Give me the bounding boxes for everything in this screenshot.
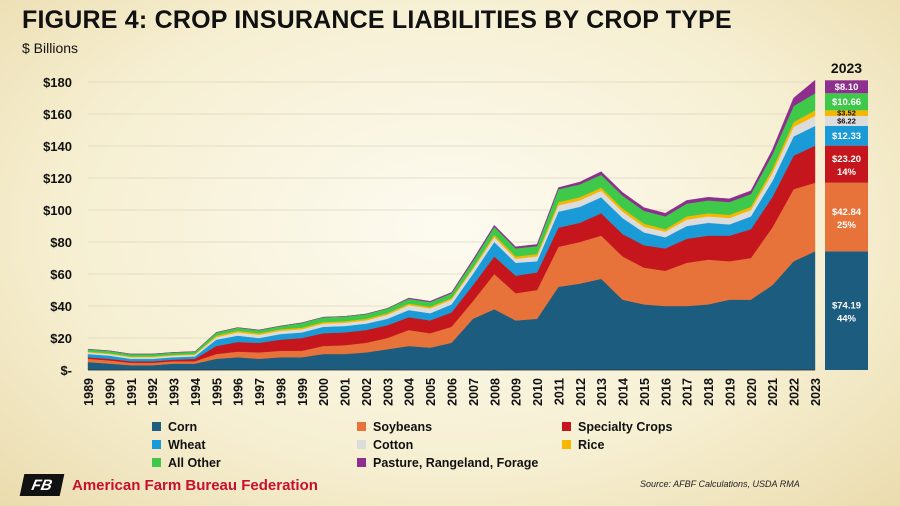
legend-swatch: [357, 422, 366, 431]
x-tick-label: 2017: [681, 378, 695, 406]
x-tick-label: 1998: [274, 378, 288, 406]
chart-legend: Corn Soybeans Specialty Crops Wheat Cotton Ri…: [152, 418, 712, 471]
x-tick-label: 2008: [488, 378, 502, 406]
organization-name: American Farm Bureau Federation: [72, 476, 318, 494]
x-tick-label: 1994: [189, 378, 203, 406]
legend-item: Soybeans: [357, 418, 562, 435]
x-tick-label: 1990: [103, 378, 117, 406]
x-tick-label: 2023: [809, 378, 823, 406]
afbf-logo: FB American Farm Bureau Federation: [19, 474, 318, 496]
legend-label: Wheat: [168, 437, 206, 452]
x-tick-label: 2021: [766, 378, 780, 406]
x-tick-label: 2014: [617, 378, 631, 406]
side-bar-segment: [825, 115, 868, 126]
y-tick-label: $120: [43, 171, 72, 186]
x-tick-label: 1999: [296, 378, 310, 406]
legend-label: Pasture, Rangeland, Forage: [373, 455, 539, 470]
x-tick-label: 2002: [360, 378, 374, 406]
x-tick-label: 2005: [424, 378, 438, 406]
x-tick-label: 2011: [552, 378, 566, 405]
y-tick-label: $80: [50, 235, 72, 250]
legend-item: Cotton: [357, 436, 562, 453]
x-tick-label: 2000: [317, 378, 331, 406]
side-bar-year: 2023: [831, 60, 862, 76]
y-tick-label: $40: [50, 299, 72, 314]
side-bar-value-label: $42.84: [832, 207, 862, 218]
side-bar-value-label: $8.10: [835, 82, 859, 93]
side-bar-value-label: $3.52: [837, 109, 856, 118]
x-tick-label: 2007: [467, 378, 481, 406]
x-tick-label: 2009: [510, 378, 524, 406]
x-tick-label: 1996: [232, 378, 246, 406]
legend-swatch: [357, 440, 366, 449]
legend-label: Specialty Crops: [578, 419, 673, 434]
x-tick-label: 2003: [381, 378, 395, 406]
x-tick-label: 2015: [638, 378, 652, 406]
side-bar-segment: [825, 110, 868, 116]
side-bar-value-label: $23.20: [832, 154, 861, 165]
legend-item: Corn: [152, 418, 357, 435]
legend-swatch: [152, 440, 161, 449]
x-tick-label: 1995: [210, 378, 224, 406]
y-tick-label: $-: [60, 363, 72, 378]
x-tick-label: 2010: [531, 378, 545, 406]
legend-swatch: [152, 458, 161, 467]
chart-title: FIGURE 4: CROP INSURANCE LIABILITIES BY …: [22, 6, 732, 34]
legend-item: Pasture, Rangeland, Forage: [357, 454, 562, 471]
y-tick-label: $180: [43, 75, 72, 90]
legend-item: Rice: [562, 436, 712, 453]
x-tick-label: 2016: [659, 378, 673, 406]
legend-label: Soybeans: [373, 419, 433, 434]
legend-label: Corn: [168, 419, 198, 434]
source-note: Source: AFBF Calculations, USDA RMA: [640, 479, 800, 489]
side-bar-value-label: $10.66: [832, 97, 861, 108]
x-tick-label: 2012: [574, 378, 588, 406]
side-bar-pct-label: 25%: [837, 220, 857, 231]
x-tick-label: 1992: [146, 378, 160, 406]
side-bar-segment: [825, 80, 868, 94]
side-bar-value-label: $6.22: [837, 116, 856, 125]
side-bar-segment: [825, 251, 868, 370]
legend-label: Rice: [578, 437, 605, 452]
x-tick-label: 1993: [168, 378, 182, 406]
legend-label: Cotton: [373, 437, 414, 452]
x-tick-label: 2019: [723, 378, 737, 406]
legend-item: All Other: [152, 454, 357, 471]
y-axis-unit-label: $ Billions: [22, 40, 79, 56]
x-tick-label: 2018: [702, 378, 716, 406]
x-tick-label: 2020: [745, 378, 759, 406]
x-tick-label: 1997: [253, 378, 267, 406]
y-tick-label: $160: [43, 107, 72, 122]
fb-logo-mark: FB: [19, 474, 65, 496]
side-bar-pct-label: 14%: [837, 167, 857, 178]
y-tick-label: $100: [43, 203, 72, 218]
x-tick-label: 2006: [446, 378, 460, 406]
legend-label: All Other: [168, 455, 221, 470]
legend-swatch: [562, 440, 571, 449]
x-tick-label: 2022: [788, 378, 802, 406]
y-tick-label: $20: [50, 331, 72, 346]
x-tick-label: 2001: [339, 378, 353, 406]
side-bar-value-label: $12.33: [832, 131, 861, 142]
legend-swatch: [357, 458, 366, 467]
side-bar-pct-label: 44%: [837, 314, 857, 325]
y-tick-label: $140: [43, 139, 72, 154]
side-bar-segment: [825, 145, 868, 183]
side-bar-segment: [825, 125, 868, 146]
legend-item: Specialty Crops: [562, 418, 712, 435]
legend-item: Wheat: [152, 436, 357, 453]
side-bar-value-label: $74.19: [832, 301, 861, 312]
x-tick-label: 2013: [595, 378, 609, 406]
legend-swatch: [562, 422, 571, 431]
area-pasture-rangeland-forage: [87, 79, 816, 355]
side-bar-segment: [825, 93, 868, 111]
x-tick-label: 1989: [82, 378, 96, 406]
side-bar-segment: [825, 182, 868, 252]
y-tick-label: $60: [50, 267, 72, 282]
x-tick-label: 2004: [403, 378, 417, 406]
legend-swatch: [152, 422, 161, 431]
x-tick-label: 1991: [125, 378, 139, 406]
